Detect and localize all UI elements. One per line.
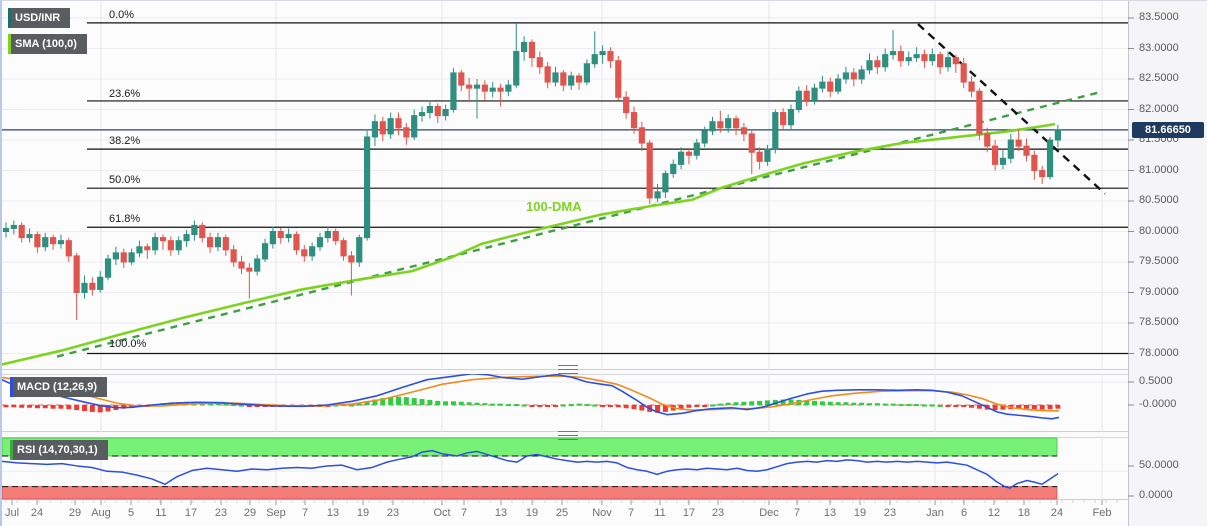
time-axis-label: 19 — [853, 507, 867, 519]
rsi-pane[interactable] — [2, 437, 1128, 500]
price-axis[interactable] — [1128, 1, 1207, 526]
price-axis-label: 80.5000 — [1139, 194, 1179, 206]
time-axis-label: 19 — [356, 507, 370, 519]
time-axis-label: 29 — [68, 507, 82, 519]
price-axis-label: 78.5000 — [1139, 316, 1179, 328]
fib-label-38-2[interactable]: 38.2% — [109, 135, 141, 147]
time-axis-label: 11 — [155, 507, 167, 519]
macd-axis-label: 0.5000 — [1139, 375, 1173, 387]
macd-label: MACD (12,26,9) — [17, 381, 98, 393]
price-chart-pane[interactable] — [2, 1, 1128, 370]
symbol-label: USD/INR — [15, 12, 61, 24]
fib-label-0[interactable]: 0.0% — [109, 9, 135, 21]
macd-axis-label: -0.0000 — [1139, 398, 1177, 410]
dma-annotation: 100-DMA — [526, 199, 582, 214]
last-price-badge: 81.66650 — [1132, 122, 1204, 138]
time-axis-label: 23 — [214, 507, 228, 519]
price-axis-label: 80.0000 — [1139, 224, 1179, 237]
rsi-axis-label: 0.0000 — [1139, 489, 1173, 501]
time-axis-label: 11 — [654, 507, 666, 519]
time-axis-label: 7 — [627, 507, 635, 519]
time-axis-label: Sep — [266, 507, 286, 519]
time-axis-label: 13 — [494, 507, 508, 519]
price-axis-label: 81.0000 — [1139, 163, 1179, 176]
time-axis-label: Jan — [926, 507, 944, 519]
rsi-indicator-badge[interactable]: RSI (14,70,30,1) — [10, 440, 108, 460]
time-axis-label: 7 — [460, 507, 468, 519]
macd-pane[interactable] — [2, 374, 1128, 432]
time-axis-label: Aug — [91, 507, 111, 519]
time-axis-label: 7 — [793, 507, 801, 519]
symbol-badge[interactable]: USD/INR — [8, 8, 71, 28]
time-axis-label: 24 — [30, 507, 44, 519]
time-axis-label: 6 — [960, 507, 968, 519]
sma-accent-bar — [8, 34, 11, 54]
rsi-label: RSI (14,70,30,1) — [17, 444, 98, 456]
sma-indicator-badge[interactable]: SMA (100,0) — [8, 34, 87, 54]
time-axis-label: 18 — [1017, 507, 1031, 519]
symbol-accent-bar — [8, 8, 11, 28]
time-axis-label: 25 — [555, 507, 569, 519]
pane-resize-handle-macd[interactable] — [558, 365, 578, 374]
price-axis-label: 82.0000 — [1139, 102, 1179, 115]
time-axis-label: 19 — [525, 507, 539, 519]
macd-accent-bar — [10, 377, 13, 397]
time-axis-label: 13 — [326, 507, 340, 519]
rsi-accent-bar — [10, 440, 13, 460]
price-axis-label: 79.5000 — [1139, 255, 1179, 267]
time-axis-label: 23 — [883, 507, 897, 519]
time-axis-label: 24 — [1050, 507, 1064, 519]
price-axis-label: 79.0000 — [1139, 285, 1179, 298]
time-axis-label: 23 — [386, 507, 400, 519]
time-axis-label: 5 — [127, 507, 135, 519]
sma-label: SMA (100,0) — [15, 38, 77, 50]
time-axis-label: Nov — [592, 507, 612, 519]
price-axis-label: 83.0000 — [1139, 41, 1179, 54]
time-axis-label: Feb — [1092, 507, 1112, 519]
time-axis[interactable]: Jul 24 29 Aug 5 11 17 23 29 Sep 7 13 19 23 Oct 7 13 19 25 N… — [2, 500, 1128, 526]
time-axis-label: 17 — [682, 507, 696, 519]
fib-label-100[interactable]: 100.0% — [109, 338, 147, 350]
time-axis-label: 29 — [243, 507, 257, 519]
fib-label-23-6[interactable]: 23.6% — [109, 88, 141, 100]
time-axis-label: Dec — [759, 507, 779, 519]
pane-resize-handle-rsi[interactable] — [558, 431, 578, 440]
fib-label-61-8[interactable]: 61.8% — [109, 213, 141, 225]
price-axis-label: 83.5000 — [1139, 11, 1179, 23]
macd-indicator-badge[interactable]: MACD (12,26,9) — [10, 377, 108, 397]
time-axis-label: Jul — [4, 507, 20, 519]
time-axis-label: 17 — [184, 507, 198, 519]
price-axis-label: 78.0000 — [1139, 346, 1179, 359]
time-axis-label: 13 — [823, 507, 837, 519]
time-axis-label: Oct — [433, 507, 451, 519]
time-axis-label: 12 — [987, 507, 1001, 519]
time-axis-label: 7 — [301, 507, 309, 519]
time-axis-label: 23 — [711, 507, 725, 519]
fib-label-50[interactable]: 50.0% — [109, 174, 141, 186]
rsi-axis-label: 50.0000 — [1139, 459, 1179, 471]
price-axis-label: 82.5000 — [1139, 72, 1179, 84]
